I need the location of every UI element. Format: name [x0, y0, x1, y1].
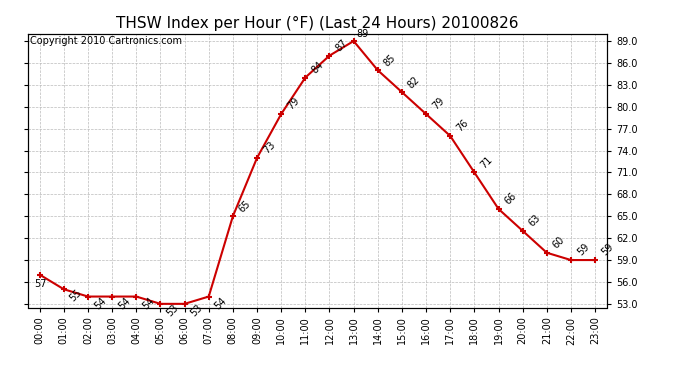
- Text: 54: 54: [213, 295, 228, 311]
- Text: 63: 63: [527, 213, 542, 229]
- Text: 59: 59: [600, 242, 615, 258]
- Text: 84: 84: [310, 60, 325, 75]
- Text: 89: 89: [357, 29, 368, 39]
- Text: 79: 79: [286, 96, 301, 112]
- Text: 54: 54: [117, 295, 132, 311]
- Text: 82: 82: [406, 74, 422, 90]
- Text: 79: 79: [431, 96, 446, 112]
- Text: 54: 54: [92, 295, 108, 311]
- Text: 53: 53: [189, 303, 204, 318]
- Text: 60: 60: [551, 235, 566, 250]
- Text: 66: 66: [503, 191, 518, 207]
- Text: 73: 73: [262, 140, 277, 156]
- Text: 59: 59: [575, 242, 591, 258]
- Text: 65: 65: [237, 198, 253, 214]
- Text: 71: 71: [479, 154, 494, 170]
- Text: 85: 85: [382, 52, 397, 68]
- Title: THSW Index per Hour (°F) (Last 24 Hours) 20100826: THSW Index per Hour (°F) (Last 24 Hours)…: [116, 16, 519, 31]
- Text: 54: 54: [141, 295, 156, 311]
- Text: 57: 57: [34, 279, 47, 289]
- Text: 55: 55: [68, 288, 84, 304]
- Text: 87: 87: [334, 38, 349, 54]
- Text: 53: 53: [165, 303, 180, 318]
- Text: Copyright 2010 Cartronics.com: Copyright 2010 Cartronics.com: [30, 36, 182, 46]
- Text: 76: 76: [455, 118, 470, 134]
